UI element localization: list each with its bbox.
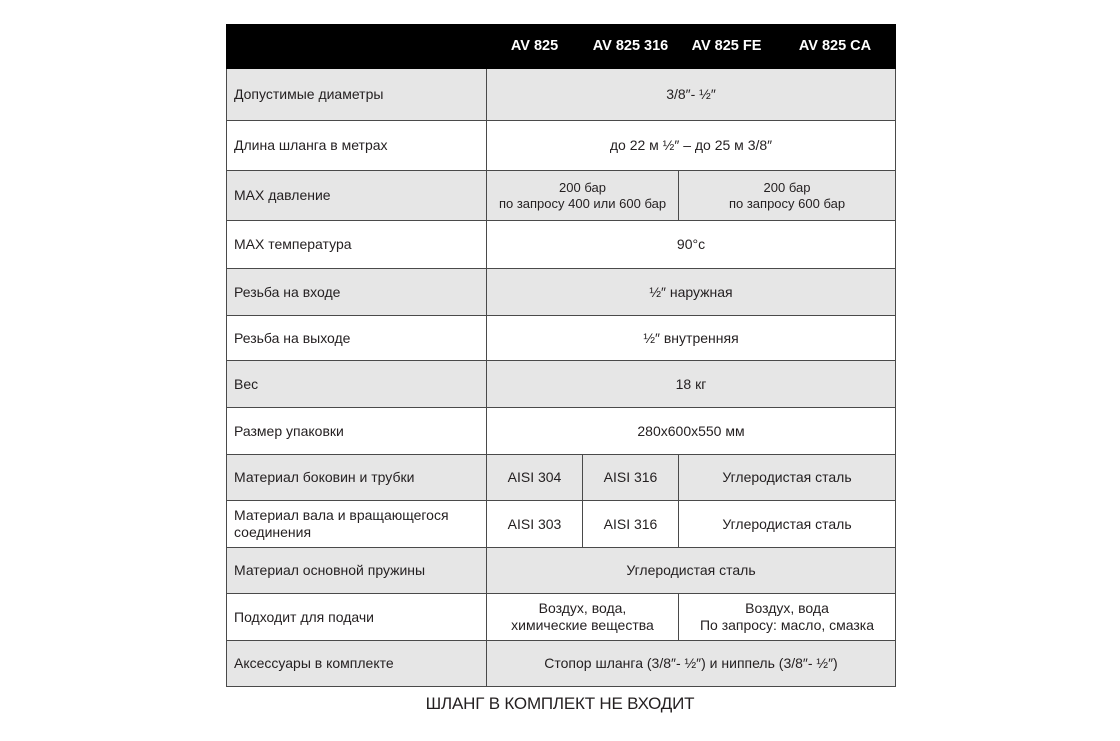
row-value: 90°c <box>486 220 896 269</box>
table-row: Вес 18 кг <box>226 360 896 408</box>
header-model: AV 825 316 <box>582 24 679 69</box>
cell-line: Воздух, вода <box>745 600 829 616</box>
cell-line: химические вещества <box>511 617 654 633</box>
row-label: Материал боковин и трубки <box>226 454 487 501</box>
row-value: Стопор шланга (3/8″- ½″) и ниппель (3/8″… <box>486 640 896 687</box>
row-value: AISI 304 <box>486 454 583 501</box>
header-blank <box>226 24 487 69</box>
row-value: ½″ внутренняя <box>486 315 896 361</box>
row-label: Резьба на выходе <box>226 315 487 361</box>
row-value: AISI 316 <box>582 500 679 548</box>
row-value: Воздух, вода По запросу: масло, смазка <box>678 593 896 641</box>
row-value: 280x600x550 мм <box>486 407 896 455</box>
row-label: Допустимые диаметры <box>226 68 487 121</box>
row-value: 18 кг <box>486 360 896 408</box>
header-row: AV 825 AV 825 316 AV 825 FE AV 825 CA <box>226 24 896 69</box>
cell-line: По запросу: масло, смазка <box>699 617 875 633</box>
table-row: Материал вала и вращающегося соединения AI… <box>226 500 896 548</box>
row-label: Резьба на входе <box>226 268 487 316</box>
row-label: Аксессуары в комплекте <box>226 640 487 687</box>
cell-line: 200 бар <box>763 179 811 195</box>
table-row: Аксессуары в комплекте Стопор шланга (3/8… <box>226 640 896 687</box>
table-row: Допустимые диаметры 3/8″- ½″ <box>226 68 896 121</box>
header-model: AV 825 CA <box>774 24 896 69</box>
cell-line: по запросу 600 бар <box>728 195 846 211</box>
row-value: 200 бар по запросу 600 бар <box>678 170 896 221</box>
footer-note: ШЛАНГ В КОМПЛЕКТ НЕ ВХОДИТ <box>425 694 695 713</box>
table-row: Материал боковин и трубки AISI 304 AISI 31… <box>226 454 896 501</box>
row-value: 200 бар по запросу 400 или 600 бар <box>486 170 679 221</box>
row-value: 3/8″- ½″ <box>486 68 896 121</box>
header-model: AV 825 <box>486 24 583 69</box>
row-value: до 22 м ½″ – до 25 м 3/8″ <box>486 120 896 171</box>
row-label: Подходит для подачи <box>226 593 487 641</box>
header-model: AV 825 FE <box>678 24 775 69</box>
row-label: MAX давление <box>226 170 487 221</box>
table-row: Резьба на входе ½″ наружная <box>226 268 896 316</box>
cell-line: соединения <box>234 524 312 540</box>
row-label: MAX температура <box>226 220 487 269</box>
row-value: Воздух, вода, химические вещества <box>486 593 679 641</box>
row-label: Размер упаковки <box>226 407 487 455</box>
table-row: Резьба на выходе ½″ внутренняя <box>226 315 896 361</box>
row-label: Материал основной пружины <box>226 547 487 594</box>
spec-table: AV 825 AV 825 316 AV 825 FE AV 825 CA До… <box>226 24 896 687</box>
row-value: Углеродистая сталь <box>486 547 896 594</box>
table-row: Материал основной пружины Углеродистая ст… <box>226 547 896 594</box>
table-row: Размер упаковки 280x600x550 мм <box>226 407 896 455</box>
row-value: AISI 303 <box>486 500 583 548</box>
table-row: Длина шланга в метрах до 22 м ½″ – до 25 … <box>226 120 896 171</box>
table-row: MAX давление 200 бар по запросу 400 или 60… <box>226 170 896 221</box>
row-value: Углеродистая сталь <box>678 454 896 501</box>
cell-line: Воздух, вода, <box>538 600 627 616</box>
row-label: Длина шланга в метрах <box>226 120 487 171</box>
row-value: ½″ наружная <box>486 268 896 316</box>
row-label: Материал вала и вращающегося соединения <box>226 500 487 548</box>
table-row: Подходит для подачи Воздух, вода, химическ… <box>226 593 896 641</box>
row-value: AISI 316 <box>582 454 679 501</box>
table-row: MAX температура 90°c <box>226 220 896 269</box>
row-value: Углеродистая сталь <box>678 500 896 548</box>
row-label: Вес <box>226 360 487 408</box>
cell-line: 200 бар <box>559 179 606 195</box>
cell-line: по запросу 400 или 600 бар <box>498 195 667 211</box>
cell-line: Материал вала и вращающегося <box>234 507 449 523</box>
